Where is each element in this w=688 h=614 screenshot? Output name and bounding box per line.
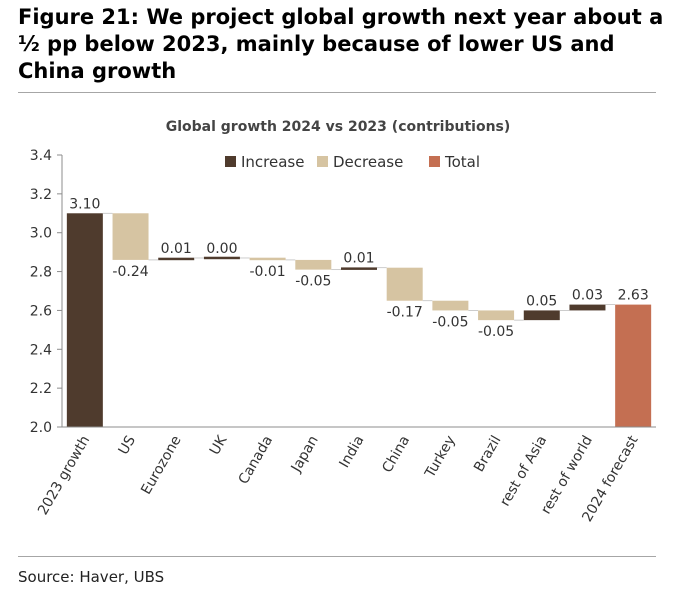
x-tick-label: Eurozone	[138, 433, 184, 497]
bar-2024-forecast	[615, 304, 652, 427]
legend-swatch-decrease	[317, 156, 328, 167]
y-tick-label: 2.2	[30, 381, 52, 397]
data-label: 3.10	[69, 196, 100, 212]
data-label: -0.24	[112, 264, 148, 280]
y-tick-label: 2.0	[30, 420, 52, 436]
x-tick-label: UK	[207, 432, 231, 458]
bar-connectors	[102, 212, 616, 321]
x-tick-label: India	[336, 433, 367, 471]
data-label: -0.05	[295, 274, 331, 290]
bar-turkey	[432, 300, 469, 311]
bar-rest-of-world	[569, 304, 606, 311]
legend-swatch-increase	[225, 156, 236, 167]
bar-rest-of-asia	[523, 310, 560, 321]
legend-label-decrease: Decrease	[333, 153, 403, 171]
x-tick-label: 2023 growth	[35, 433, 93, 518]
data-label: 2.63	[618, 288, 649, 304]
data-label: -0.01	[249, 264, 285, 280]
x-tick-label: China	[379, 433, 413, 476]
data-label: 0.01	[161, 241, 192, 257]
bar-japan	[295, 259, 332, 270]
data-label: -0.05	[432, 314, 468, 330]
y-tick-label: 2.8	[30, 265, 52, 281]
data-label: -0.17	[387, 305, 423, 321]
chart-title: Global growth 2024 vs 2023 (contribution…	[166, 119, 511, 135]
bar-us	[112, 213, 149, 260]
data-label: 0.00	[206, 241, 237, 257]
waterfall-chart: Global growth 2024 vs 2023 (contribution…	[30, 119, 656, 525]
x-tick-label: Turkey	[422, 433, 459, 481]
data-labels: 3.10 -0.24 0.01 0.00 -0.01 -0.05 0.01 -0.17 -0.0…	[69, 196, 648, 340]
bar-india	[341, 267, 377, 270]
data-label: 0.05	[526, 293, 557, 309]
y-tick-label: 3.2	[30, 187, 52, 203]
legend-swatch-total	[429, 156, 440, 167]
x-tick-label: US	[116, 433, 139, 458]
x-tick-label: Canada	[236, 433, 276, 487]
title-divider	[18, 92, 656, 93]
bar-2023-growth	[66, 213, 103, 427]
x-tick-label: Japan	[288, 433, 322, 476]
chart-bars	[66, 213, 652, 427]
bar-canada	[249, 257, 286, 261]
x-tick-label: rest of Asia	[497, 433, 550, 509]
y-axis: 2.0 2.2 2.4 2.6 2.8 3.0 3.2 3.4	[30, 148, 63, 436]
bar-brazil	[478, 310, 515, 321]
legend-label-total: Total	[444, 153, 480, 171]
bar-uk	[203, 256, 240, 260]
figure-title: Figure 21: We project global growth next…	[18, 5, 664, 83]
chart-legend: Increase Decrease Total	[225, 153, 480, 171]
bar-china	[386, 267, 423, 301]
y-tick-label: 2.6	[30, 303, 52, 319]
bar-eurozone	[158, 257, 195, 261]
y-tick-label: 2.4	[30, 342, 52, 358]
data-label: -0.05	[478, 324, 514, 340]
source-note: Source: Haver, UBS	[18, 568, 165, 586]
data-label: 0.03	[572, 288, 603, 304]
x-axis: 2023 growth US Eurozone UK Canada Japan India C…	[35, 426, 656, 525]
x-tick-label: Brazil	[471, 433, 504, 475]
y-tick-label: 3.0	[30, 226, 52, 242]
legend-label-increase: Increase	[241, 153, 304, 171]
y-tick-label: 3.4	[30, 148, 52, 164]
source-divider	[18, 556, 656, 557]
data-label: 0.01	[343, 251, 374, 267]
